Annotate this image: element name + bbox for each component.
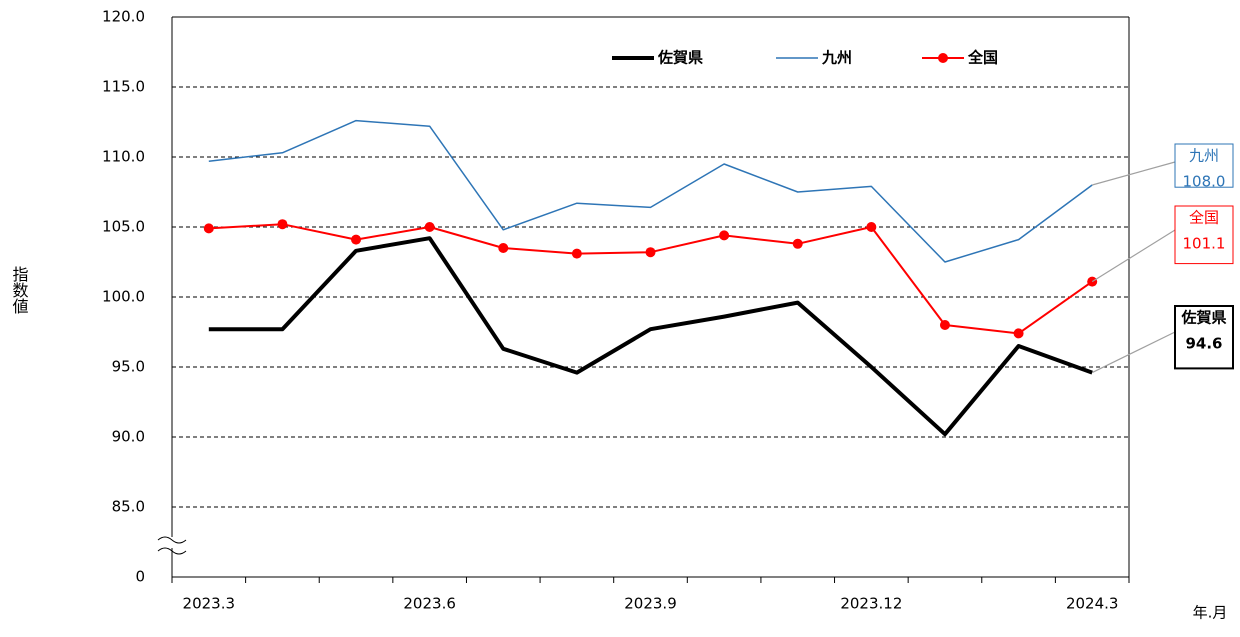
legend-marker <box>938 53 948 63</box>
y-tick-label: 90.0 <box>112 428 145 446</box>
end-label-value: 108.0 <box>1183 173 1226 191</box>
leader-line <box>1091 229 1176 283</box>
marker <box>424 222 435 232</box>
marker <box>203 223 214 234</box>
y-tick-label: 110.0 <box>102 148 145 166</box>
axis-break <box>157 536 187 555</box>
marker <box>866 222 877 232</box>
y-tick-label: 95.0 <box>112 358 145 376</box>
marker <box>939 320 950 330</box>
end-label-name: 全国 <box>1189 209 1219 227</box>
line <box>208 223 1093 335</box>
y-tick-label: 105.0 <box>102 218 145 236</box>
x-tick-label: 2023.6 <box>403 595 456 613</box>
x-tick-label: 2023.12 <box>840 595 902 613</box>
y-tick-label: 0 <box>135 568 145 586</box>
label-box <box>1174 205 1234 265</box>
legend-label: 九州 <box>821 49 852 67</box>
x-tick-label: 2023.9 <box>624 595 677 613</box>
leader-line <box>1092 161 1176 186</box>
legend-label: 全国 <box>967 49 998 67</box>
y-tick-label: 100.0 <box>102 288 145 306</box>
marker <box>277 219 288 230</box>
y-axis-title: 指数値 <box>10 266 29 314</box>
y-tick-label: 120.0 <box>102 8 145 26</box>
marker <box>645 247 656 258</box>
label-box <box>1174 305 1234 370</box>
marker <box>719 230 730 241</box>
legend-label: 佐賀県 <box>657 49 703 67</box>
line <box>208 119 1093 263</box>
marker <box>351 234 362 245</box>
marker <box>1013 328 1024 339</box>
x-tick-label: 2023.3 <box>183 595 236 613</box>
end-label-name: 九州 <box>1189 147 1219 165</box>
end-label-value: 94.6 <box>1185 335 1222 353</box>
x-tick-label: 2024.3 <box>1066 595 1119 613</box>
end-label-value: 101.1 <box>1183 235 1226 253</box>
y-tick-label: 85.0 <box>112 498 145 516</box>
marker <box>498 243 509 253</box>
y-tick-label: 115.0 <box>102 78 145 96</box>
x-axis-title: 年.月 <box>1193 604 1228 622</box>
line <box>208 236 1093 437</box>
label-box <box>1174 143 1234 188</box>
marker <box>571 248 582 259</box>
marker <box>792 238 803 249</box>
end-label-name: 佐賀県 <box>1180 309 1226 327</box>
leader-line <box>1091 331 1176 374</box>
